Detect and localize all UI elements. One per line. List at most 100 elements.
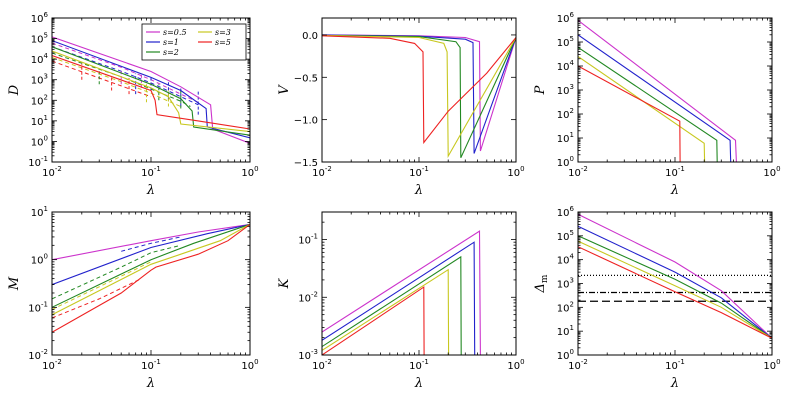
series-line-s-2 <box>52 46 250 136</box>
plot-area <box>52 223 250 333</box>
plot-area <box>322 34 516 159</box>
y-axis-label: D <box>7 84 22 96</box>
y-tick-label: −1.5 <box>294 158 318 169</box>
series-line-s-5 <box>322 35 516 145</box>
series-line-s-2 <box>578 46 718 162</box>
y-tick-label: 106 <box>557 205 575 219</box>
panel-d: 10-2 10-1 10010-1100101102103104105106λDs=… <box>7 11 259 198</box>
y-tick-label: 104 <box>557 59 575 73</box>
legend-label: s=2 <box>163 48 179 57</box>
y-tick-label: 10-1 <box>28 300 48 314</box>
series-line-s-0-5 <box>578 213 772 339</box>
y-axis-label: P <box>533 85 548 95</box>
series-line-s-0-5 <box>52 36 250 144</box>
y-tick-label: 100 <box>31 253 48 267</box>
y-tick-label: −0.5 <box>294 73 318 84</box>
plot-area <box>52 36 250 144</box>
y-tick-label: 103 <box>557 277 574 291</box>
panel-delta-m: 10-2 10-1 100 100 101 102 103 104 105 106 λ Δm <box>533 205 781 391</box>
y-tick-label: 106 <box>557 11 575 25</box>
y-axis-label: Δm <box>533 274 550 293</box>
y-tick-label: 101 <box>557 324 574 338</box>
y-tick-label: 100 <box>557 348 574 362</box>
y-tick-label: 101 <box>31 205 48 219</box>
y-tick-label: 100 <box>31 134 48 148</box>
series-line-s-0-5 <box>578 19 737 162</box>
plot-area <box>322 230 481 355</box>
plot-frame <box>51 211 251 356</box>
series-line-s-2 <box>52 223 250 308</box>
series-line-s-5 <box>52 223 250 333</box>
x-axis-label: λ <box>146 183 155 198</box>
plot-frame <box>321 17 517 163</box>
series-line-s-5 <box>578 246 772 339</box>
x-axis-label: λ <box>670 183 679 198</box>
y-axis-label: K <box>277 277 292 289</box>
series-line-s-3 <box>322 268 450 355</box>
x-tick-label: 10-2 <box>568 165 588 179</box>
series-line-s-0-5 <box>52 223 250 261</box>
y-tick-label: 102 <box>557 300 574 314</box>
y-tick-label: 10-2 <box>28 348 48 362</box>
series-line-s-1 <box>52 40 250 139</box>
plot-frame <box>577 17 773 163</box>
x-axis-label: λ <box>414 183 423 198</box>
series-line-s-1 <box>578 225 772 339</box>
series-line-s-0-5 <box>322 34 516 152</box>
y-tick-label: 101 <box>557 131 574 145</box>
plot-area <box>578 213 772 339</box>
y-axis-label: M <box>7 276 22 291</box>
y-tick-label: 104 <box>31 52 49 66</box>
legend-label: s=3 <box>215 28 231 37</box>
series-line-s-0-5 <box>322 230 481 355</box>
dashed-curve <box>52 278 142 319</box>
y-tick-label: 105 <box>31 32 48 46</box>
dashed-curve <box>52 261 152 310</box>
y-tick-label: 10-2 <box>298 290 318 304</box>
x-tick-label: 10-1 <box>409 358 429 372</box>
series-line-s-1 <box>322 34 516 154</box>
series-line-s-3 <box>52 223 250 316</box>
series-line-s-5 <box>322 286 425 355</box>
x-tick-label: 100 <box>507 165 524 179</box>
x-axis-label: λ <box>146 376 155 391</box>
x-axis-label: λ <box>670 376 679 391</box>
series-line-s-1 <box>578 34 732 162</box>
y-tick-label: 10-1 <box>28 155 48 169</box>
y-axis-label: V <box>277 84 292 95</box>
y-tick-label: 100 <box>557 155 574 169</box>
series-line-s-2 <box>322 255 462 355</box>
y-tick-label: 105 <box>557 35 574 49</box>
x-tick-label: 10-1 <box>409 165 429 179</box>
legend: s=0.5s=1s=2 s=3s=5 <box>141 23 247 61</box>
series-line-s-5 <box>578 65 681 162</box>
x-tick-label: 100 <box>241 358 258 372</box>
x-tick-label: 100 <box>763 358 780 372</box>
dashed-curve <box>121 236 181 252</box>
series-line-s-3 <box>52 50 250 133</box>
panel-m: 10-2 10-1 100 10-2 10-1 100 101 λ M <box>7 205 259 391</box>
plot-frame <box>577 211 773 356</box>
series-line-s-3 <box>578 240 772 339</box>
y-tick-label: 105 <box>557 229 574 243</box>
y-tick-label: 103 <box>557 83 574 97</box>
x-tick-label: 10-2 <box>42 165 62 179</box>
series-line-s-5 <box>52 54 250 130</box>
y-tick-label: 10-3 <box>298 348 318 362</box>
x-tick-label: 10-2 <box>568 358 588 372</box>
y-tick-label: 102 <box>31 93 48 107</box>
series-line-s-2 <box>578 235 772 339</box>
legend-label: s=0.5 <box>163 28 187 37</box>
series-line-s-3 <box>578 55 706 162</box>
y-tick-label: 10-1 <box>298 233 318 247</box>
x-tick-label: 10-1 <box>665 358 685 372</box>
y-tick-label: 104 <box>557 253 575 267</box>
y-tick-label: 103 <box>31 73 48 87</box>
x-tick-label: 100 <box>507 358 524 372</box>
legend-label: s=5 <box>215 38 231 47</box>
series-line-s-1 <box>52 223 250 286</box>
plot-area <box>578 19 737 162</box>
